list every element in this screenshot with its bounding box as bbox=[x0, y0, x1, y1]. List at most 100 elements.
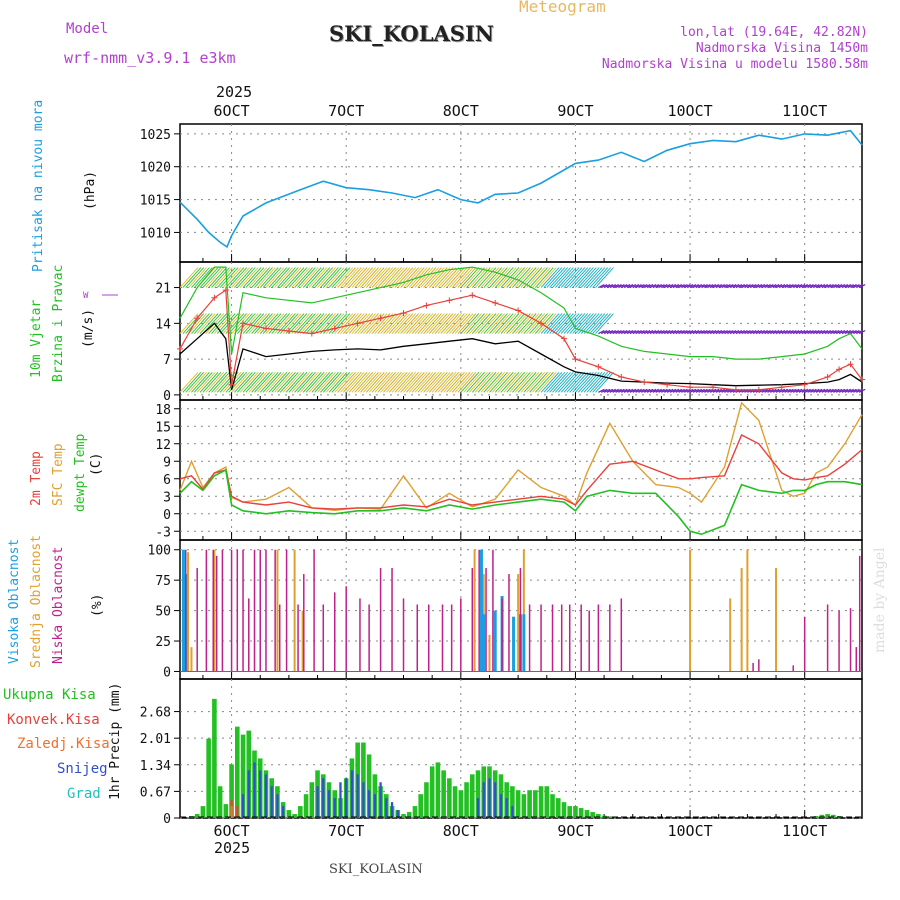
wind-barb bbox=[463, 371, 483, 393]
wind-barb bbox=[675, 330, 683, 335]
wind-gust-marker bbox=[709, 384, 716, 391]
wind-barb bbox=[265, 267, 285, 288]
temp-tick-label: 0 bbox=[163, 508, 171, 523]
wind-barb bbox=[689, 284, 697, 289]
wind-barb bbox=[727, 284, 734, 289]
wind-barb bbox=[497, 313, 517, 334]
wind-barb bbox=[850, 284, 857, 289]
wind-barb bbox=[420, 267, 440, 288]
wind-barb bbox=[509, 267, 528, 288]
low-cloud-bar bbox=[427, 604, 430, 672]
wind-barb bbox=[540, 267, 560, 288]
wind-barb bbox=[795, 330, 803, 335]
wind-barb bbox=[790, 284, 797, 289]
wind-barb bbox=[818, 388, 826, 393]
wind-barb bbox=[477, 267, 497, 288]
wind-barb bbox=[606, 284, 614, 289]
wind-barb bbox=[758, 330, 766, 335]
wind-barb bbox=[236, 371, 256, 393]
wind-barb bbox=[383, 313, 402, 334]
wind-barb bbox=[603, 388, 611, 393]
wind-barb bbox=[534, 371, 554, 393]
wind-barb bbox=[208, 313, 228, 334]
wind-barb bbox=[718, 284, 725, 289]
temp-tick-label: 6 bbox=[163, 473, 171, 488]
wind-barb bbox=[689, 330, 697, 335]
rain-bar bbox=[538, 786, 544, 818]
wind-barb bbox=[801, 330, 809, 335]
wind-barb bbox=[835, 388, 843, 393]
wind-barb bbox=[517, 371, 537, 393]
high-cloud-bar bbox=[181, 549, 185, 672]
dewpoint-line bbox=[179, 468, 863, 536]
wind-barb bbox=[354, 267, 374, 288]
wind-barb bbox=[520, 313, 540, 334]
wind-barb bbox=[844, 388, 852, 393]
wind-barb bbox=[833, 388, 840, 393]
snow-bar bbox=[476, 798, 480, 818]
low-cloud-bar bbox=[858, 555, 861, 672]
low-cloud-bar bbox=[359, 598, 361, 672]
wind-barb bbox=[185, 267, 205, 288]
wind-barb bbox=[231, 267, 250, 288]
temp-tick-label: -3 bbox=[155, 525, 171, 540]
wind-barb bbox=[494, 267, 514, 288]
wind-barb bbox=[512, 267, 531, 288]
wind-barb bbox=[827, 388, 834, 393]
wind-barb bbox=[486, 267, 505, 288]
low-cloud-bar bbox=[391, 567, 393, 672]
low-cloud-bar bbox=[259, 549, 261, 672]
wind-barb bbox=[652, 330, 660, 335]
wind-gust-marker bbox=[285, 328, 292, 334]
wind-barb bbox=[211, 313, 230, 334]
wind-barb bbox=[228, 267, 248, 288]
wind-gust-marker bbox=[778, 384, 785, 391]
top-date-label: 11OCT bbox=[782, 102, 827, 120]
wind-barb bbox=[678, 330, 685, 335]
wind-barb bbox=[469, 371, 488, 393]
freezing-bar bbox=[230, 806, 233, 818]
wind-barb bbox=[440, 267, 460, 288]
wind-barb bbox=[569, 267, 589, 288]
wind-gust-marker bbox=[492, 299, 499, 306]
rain-bar bbox=[303, 794, 309, 818]
wind-barb bbox=[299, 313, 319, 334]
wind-barb bbox=[400, 267, 420, 288]
wind-barb bbox=[282, 371, 302, 393]
wind-barb bbox=[503, 313, 523, 334]
wind-barb bbox=[844, 330, 852, 335]
wind-barb bbox=[609, 284, 617, 289]
wind-barb bbox=[357, 267, 377, 288]
wind-barb bbox=[792, 388, 800, 393]
rain-bar bbox=[286, 810, 292, 818]
wind-barb bbox=[704, 330, 711, 335]
rain-bar bbox=[831, 814, 836, 818]
rain-bar bbox=[550, 794, 555, 818]
wind-barb bbox=[520, 267, 540, 288]
wind-barb bbox=[706, 388, 714, 393]
wind-barb bbox=[245, 313, 265, 334]
wind-barb bbox=[491, 313, 511, 334]
low-cloud-bar bbox=[322, 604, 325, 672]
wind-barb bbox=[858, 388, 866, 393]
wind-barb bbox=[698, 284, 705, 289]
wind-barb bbox=[626, 330, 634, 335]
rain-bar bbox=[235, 726, 240, 818]
wind-barb bbox=[491, 371, 511, 393]
snow-bar bbox=[247, 770, 250, 818]
wind-barb bbox=[222, 267, 242, 288]
snow-bar bbox=[345, 778, 348, 818]
wind-barb bbox=[526, 313, 546, 334]
wind-barb bbox=[577, 267, 597, 288]
wind-barb bbox=[193, 371, 213, 393]
wind-barb bbox=[595, 267, 614, 288]
wind-barb bbox=[431, 267, 451, 288]
low-cloud-bar bbox=[560, 604, 563, 672]
wind-barb bbox=[414, 267, 434, 288]
wind-gust-marker bbox=[228, 381, 235, 388]
wind-barb bbox=[824, 330, 832, 335]
wind-barb bbox=[555, 371, 574, 393]
low-cloud-bar bbox=[758, 659, 760, 672]
wind-barb bbox=[672, 330, 680, 335]
wind-barb bbox=[360, 267, 379, 288]
